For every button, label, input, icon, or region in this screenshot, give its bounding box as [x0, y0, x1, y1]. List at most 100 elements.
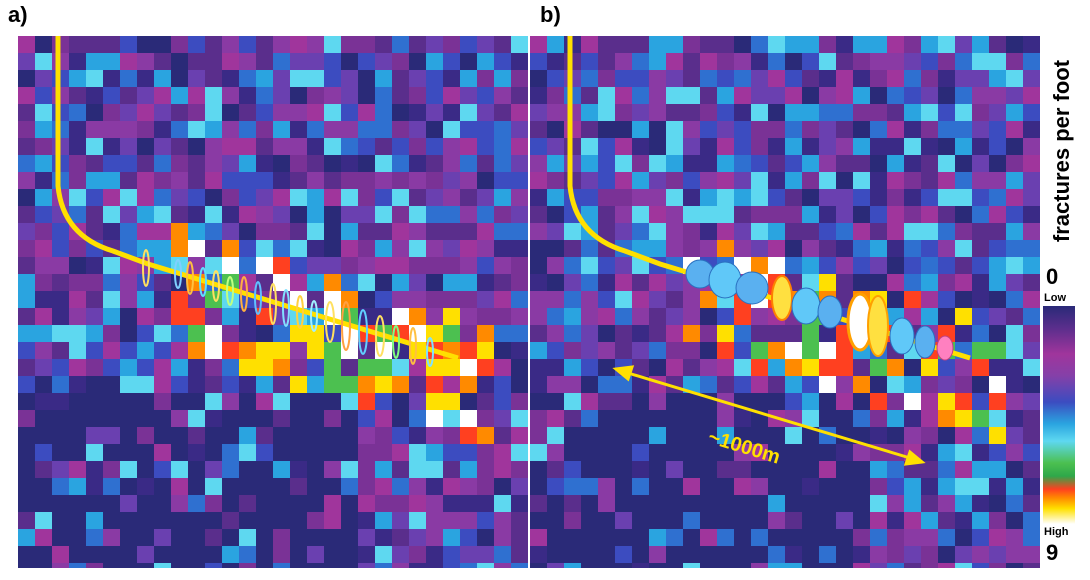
map-cell	[69, 410, 86, 427]
map-cell	[904, 87, 921, 104]
map-cell	[530, 70, 547, 87]
map-cell	[853, 36, 870, 53]
map-cell	[632, 172, 649, 189]
map-cell	[666, 206, 683, 223]
map-cell	[324, 342, 341, 359]
map-cell	[154, 546, 171, 563]
map-cell	[632, 36, 649, 53]
map-cell	[341, 529, 358, 546]
map-cell	[819, 461, 836, 478]
map-cell	[836, 172, 853, 189]
map-cell	[649, 53, 666, 70]
map-cell	[256, 53, 273, 70]
map-cell	[239, 70, 256, 87]
map-cell	[598, 121, 615, 138]
map-cell	[989, 512, 1006, 529]
map-cell	[103, 342, 120, 359]
map-cell	[341, 512, 358, 529]
map-cell	[511, 257, 528, 274]
map-cell	[904, 206, 921, 223]
map-cell	[819, 240, 836, 257]
map-cell	[120, 206, 137, 223]
map-cell	[547, 546, 564, 563]
map-cell	[426, 138, 443, 155]
map-cell	[836, 410, 853, 427]
map-cell	[239, 223, 256, 240]
map-cell	[649, 308, 666, 325]
map-cell	[86, 546, 103, 563]
map-cell	[392, 121, 409, 138]
map-cell	[52, 495, 69, 512]
map-cell	[989, 240, 1006, 257]
map-cell	[598, 512, 615, 529]
map-cell	[154, 189, 171, 206]
map-cell	[171, 495, 188, 512]
map-cell	[1006, 529, 1023, 546]
map-cell	[375, 155, 392, 172]
map-cell	[18, 155, 35, 172]
map-cell	[426, 393, 443, 410]
map-cell	[137, 461, 154, 478]
map-cell	[494, 444, 511, 461]
map-cell	[955, 36, 972, 53]
map-cell	[632, 223, 649, 240]
map-cell	[870, 104, 887, 121]
map-cell	[598, 291, 615, 308]
colorbar	[1043, 306, 1075, 524]
map-cell	[700, 325, 717, 342]
map-cell	[870, 529, 887, 546]
map-cell	[307, 478, 324, 495]
map-cell	[1006, 410, 1023, 427]
map-cell	[239, 359, 256, 376]
map-cell	[426, 36, 443, 53]
map-cell	[409, 172, 426, 189]
map-cell	[188, 87, 205, 104]
map-cell	[35, 172, 52, 189]
map-cell	[273, 563, 290, 568]
map-cell	[666, 308, 683, 325]
map-cell	[239, 206, 256, 223]
map-cell	[615, 529, 632, 546]
map-cell	[921, 359, 938, 376]
map-cell	[358, 274, 375, 291]
map-cell	[18, 342, 35, 359]
map-cell	[324, 495, 341, 512]
map-cell	[785, 529, 802, 546]
map-cell	[307, 495, 324, 512]
map-cell	[69, 461, 86, 478]
map-cell	[751, 70, 768, 87]
map-cell	[256, 563, 273, 568]
map-cell	[938, 308, 955, 325]
map-cell	[887, 104, 904, 121]
map-cell	[853, 223, 870, 240]
map-cell	[768, 53, 785, 70]
map-cell	[649, 461, 666, 478]
map-cell	[666, 478, 683, 495]
map-cell	[188, 53, 205, 70]
map-cell	[547, 172, 564, 189]
map-cell	[683, 121, 700, 138]
map-cell	[904, 257, 921, 274]
map-cell	[443, 427, 460, 444]
map-cell	[955, 512, 972, 529]
map-cell	[494, 155, 511, 172]
map-cell	[955, 393, 972, 410]
map-cell	[598, 376, 615, 393]
map-cell	[103, 444, 120, 461]
map-cell	[785, 393, 802, 410]
map-cell	[632, 206, 649, 223]
map-cell	[853, 393, 870, 410]
map-cell	[137, 138, 154, 155]
map-cell	[547, 189, 564, 206]
fracture-ellipses	[142, 249, 434, 367]
map-cell	[358, 138, 375, 155]
map-cell	[887, 546, 904, 563]
map-cell	[205, 308, 222, 325]
map-cell	[477, 444, 494, 461]
map-cell	[494, 478, 511, 495]
map-cell	[649, 427, 666, 444]
map-cell	[477, 359, 494, 376]
map-cell	[938, 461, 955, 478]
map-cell	[819, 478, 836, 495]
map-cell	[392, 138, 409, 155]
